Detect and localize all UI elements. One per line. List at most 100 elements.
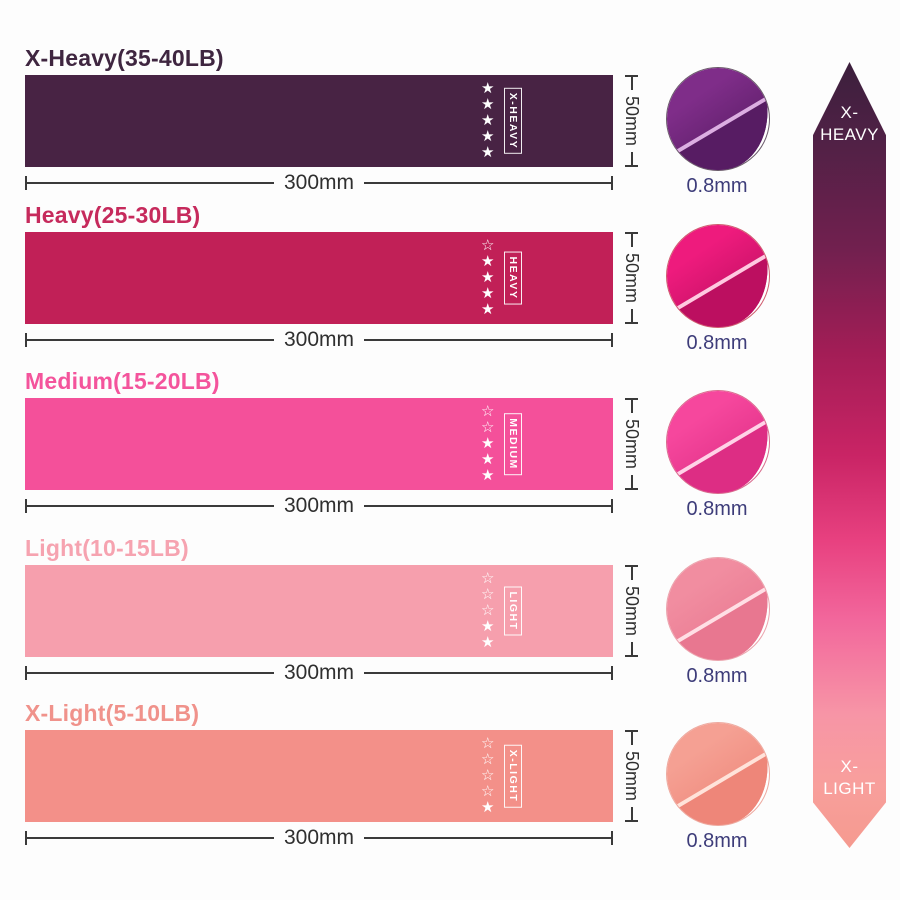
- thickness-photo-circle: [666, 390, 770, 494]
- dimension-cap: [625, 820, 639, 823]
- star-filled-icon: ★: [481, 80, 495, 97]
- band-row: Light(10-15LB) ☆ ☆ ☆ ★ ★ LIGHT 300mm 50mm 0.: [0, 535, 900, 687]
- width-dimension-value: 300mm: [283, 171, 355, 194]
- star-filled-icon: ★: [481, 128, 495, 145]
- dimension-line: [631, 642, 633, 656]
- dimension-line: [364, 339, 611, 341]
- star-filled-icon: ★: [481, 144, 495, 161]
- thickness-value: 0.8mm: [686, 498, 748, 520]
- width-dimension: 300mm: [25, 171, 613, 194]
- band-title: Medium(15-20LB): [25, 368, 220, 394]
- height-dimension-value: 50mm: [622, 586, 643, 637]
- dimension-cap: [625, 322, 639, 325]
- star-hollow-icon: ☆: [481, 735, 495, 752]
- dimension-cap: [25, 666, 27, 680]
- height-dimension-value: 50mm: [622, 253, 643, 304]
- dimension-line: [27, 837, 274, 839]
- dimension-line: [27, 339, 274, 341]
- dimension-line: [631, 400, 633, 413]
- dimension-line: [631, 567, 633, 580]
- star-filled-icon: ★: [481, 112, 495, 129]
- folded-band-image: [666, 224, 770, 328]
- band-row: Heavy(25-30LB) ☆ ★ ★ ★ ★ HEAVY 300mm 50mm 0.: [0, 202, 900, 354]
- strength-stars: ☆ ☆ ☆ ☆ ★: [481, 736, 494, 816]
- width-dimension-value: 300mm: [283, 328, 355, 351]
- strength-stars: ☆ ★ ★ ★ ★: [481, 238, 494, 318]
- dimension-line: [364, 182, 611, 184]
- band-grade-tag: X-LIGHT: [504, 744, 522, 808]
- dimension-line: [27, 672, 274, 674]
- star-hollow-icon: ☆: [481, 586, 495, 603]
- dimension-cap: [25, 333, 27, 347]
- band-fold-underside: [666, 67, 770, 171]
- star-hollow-icon: ☆: [481, 602, 495, 619]
- width-dimension-value: 300mm: [283, 826, 355, 849]
- star-filled-icon: ★: [481, 253, 495, 270]
- dimension-cap: [611, 499, 613, 513]
- width-dimension: 300mm: [25, 826, 613, 849]
- dimension-line: [27, 182, 274, 184]
- thickness-value: 0.8mm: [686, 332, 748, 354]
- band-row: X-Heavy(35-40LB) ★ ★ ★ ★ ★ X-HEAVY 300mm 50m…: [0, 45, 900, 197]
- dimension-cap: [25, 499, 27, 513]
- band-title: Heavy(25-30LB): [25, 202, 201, 228]
- height-dimension-value: 50mm: [622, 96, 643, 147]
- thickness-value: 0.8mm: [686, 665, 748, 687]
- dimension-line: [631, 309, 633, 323]
- band-title: X-Light(5-10LB): [25, 700, 200, 726]
- star-hollow-icon: ☆: [481, 751, 495, 768]
- dimension-cap: [625, 165, 639, 168]
- dimension-cap: [25, 176, 27, 190]
- height-dimension: 50mm: [622, 75, 643, 168]
- width-dimension-value: 300mm: [283, 661, 355, 684]
- dimension-line: [631, 732, 633, 745]
- arrow-top-label-line1: X-: [840, 103, 859, 122]
- width-dimension: 300mm: [25, 494, 613, 517]
- star-filled-icon: ★: [481, 799, 495, 816]
- band-fold-underside: [666, 722, 770, 826]
- band-grade-tag: LIGHT: [504, 586, 522, 636]
- height-dimension-value: 50mm: [622, 419, 643, 470]
- star-hollow-icon: ☆: [481, 403, 495, 420]
- height-dimension: 50mm: [622, 730, 643, 823]
- band-rect: ☆ ☆ ★ ★ ★ MEDIUM: [25, 398, 613, 490]
- star-hollow-icon: ☆: [481, 783, 495, 800]
- arrow-bottom-label: X- LIGHT: [813, 756, 886, 800]
- dimension-line: [27, 505, 274, 507]
- strength-gradient-arrow: X- HEAVY X- LIGHT: [813, 62, 886, 848]
- strength-stars: ★ ★ ★ ★ ★: [481, 81, 494, 161]
- dimension-cap: [611, 666, 613, 680]
- thickness-photo-circle: [666, 722, 770, 826]
- star-hollow-icon: ☆: [481, 570, 495, 587]
- thickness-value: 0.8mm: [686, 830, 748, 852]
- band-row: Medium(15-20LB) ☆ ☆ ★ ★ ★ MEDIUM 300mm 50mm: [0, 368, 900, 520]
- dimension-line: [631, 475, 633, 489]
- strength-stars: ☆ ☆ ★ ★ ★: [481, 404, 494, 484]
- folded-band-image: [666, 67, 770, 171]
- dimension-cap: [611, 831, 613, 845]
- star-filled-icon: ★: [481, 285, 495, 302]
- folded-band-image: [666, 557, 770, 661]
- height-dimension-value: 50mm: [622, 751, 643, 802]
- dimension-line: [631, 807, 633, 821]
- star-filled-icon: ★: [481, 96, 495, 113]
- dimension-line: [631, 152, 633, 166]
- band-fold-underside: [666, 224, 770, 328]
- height-dimension: 50mm: [622, 565, 643, 658]
- dimension-line: [364, 672, 611, 674]
- star-hollow-icon: ☆: [481, 767, 495, 784]
- band-fold-underside: [666, 557, 770, 661]
- band-row: X-Light(5-10LB) ☆ ☆ ☆ ☆ ★ X-LIGHT 300mm 50mm: [0, 700, 900, 852]
- width-dimension: 300mm: [25, 661, 613, 684]
- star-filled-icon: ★: [481, 301, 495, 318]
- thickness-photo-circle: [666, 224, 770, 328]
- width-dimension-value: 300mm: [283, 494, 355, 517]
- star-filled-icon: ★: [481, 634, 495, 651]
- band-grade-tag: MEDIUM: [504, 413, 522, 475]
- star-hollow-icon: ☆: [481, 237, 495, 254]
- star-filled-icon: ★: [481, 435, 495, 452]
- band-title: Light(10-15LB): [25, 535, 189, 561]
- dimension-line: [364, 837, 611, 839]
- thickness-value: 0.8mm: [686, 175, 748, 197]
- band-rect: ★ ★ ★ ★ ★ X-HEAVY: [25, 75, 613, 167]
